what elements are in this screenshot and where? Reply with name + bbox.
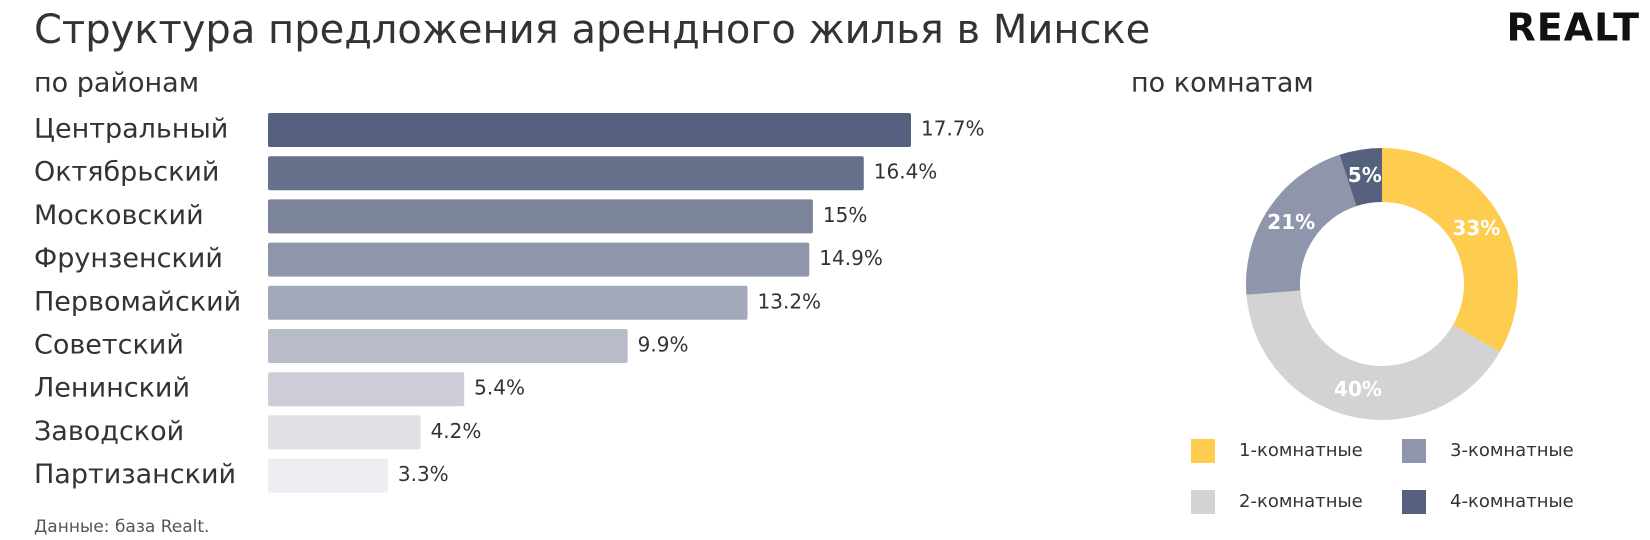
legend-swatch [1402,490,1426,514]
slice-label: 21% [1267,210,1315,234]
slice-label: 5% [1348,163,1382,187]
legend-swatch [1402,439,1426,463]
legend-label: 4-комнатные [1450,491,1574,512]
legend-label: 1-комнатные [1239,440,1363,461]
bar [268,415,421,450]
value-label: 17.7% [921,117,985,141]
bar [268,242,810,277]
slice-label: 33% [1452,216,1500,240]
legend-swatch [1191,439,1215,463]
logo: REALT [1507,6,1640,50]
legend-label: 2-комнатные [1239,491,1363,512]
bar [268,458,388,493]
bar [268,329,628,363]
category-label: Партизанский [34,459,236,490]
value-label: 15% [823,203,867,227]
legend-label: 3-комнатные [1450,440,1574,461]
donut-slice [1382,148,1518,352]
donut-slice [1246,154,1357,295]
donut-slice [1246,290,1500,420]
category-label: Первомайский [34,286,241,317]
legend-swatch [1191,490,1215,514]
subtitle: по комнатам [1131,68,1314,99]
bar [268,199,813,234]
page-title: Структура предложения арендного жилья в … [34,7,1150,53]
category-label: Октябрьский [34,157,219,188]
bar [268,113,911,147]
category-label: Заводской [34,416,184,447]
subtitle: по районам [34,68,199,99]
value-label: 3.3% [398,462,449,486]
category-label: Московский [34,200,204,231]
value-label: 4.2% [431,419,482,443]
slice-label: 40% [1334,377,1382,401]
category-label: Центральный [34,114,228,145]
category-label: Фрунзенский [34,243,223,274]
category-label: Советский [34,330,184,361]
value-label: 14.9% [819,246,883,270]
category-label: Ленинский [34,373,190,404]
value-label: 16.4% [874,160,938,184]
value-label: 5.4% [474,376,525,400]
donut-slice [1339,148,1382,207]
bar [268,156,864,191]
source-note: Данные: база Realt. [34,517,209,537]
bar [268,372,465,407]
value-label: 9.9% [638,333,689,357]
value-label: 13.2% [758,289,822,313]
bar [268,285,748,320]
